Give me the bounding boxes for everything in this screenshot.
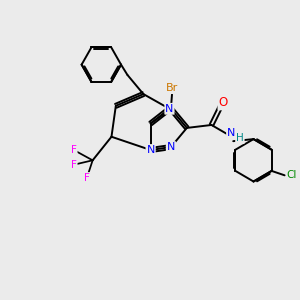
Text: F: F (71, 145, 77, 155)
Text: F: F (84, 173, 90, 183)
Text: N: N (146, 145, 155, 155)
Text: N: N (165, 104, 174, 114)
Text: F: F (71, 160, 77, 170)
Text: Cl: Cl (287, 170, 297, 180)
Text: H: H (236, 133, 244, 143)
Text: N: N (167, 142, 175, 152)
Text: O: O (218, 96, 228, 110)
Text: Br: Br (166, 83, 178, 93)
Text: N: N (227, 128, 236, 138)
